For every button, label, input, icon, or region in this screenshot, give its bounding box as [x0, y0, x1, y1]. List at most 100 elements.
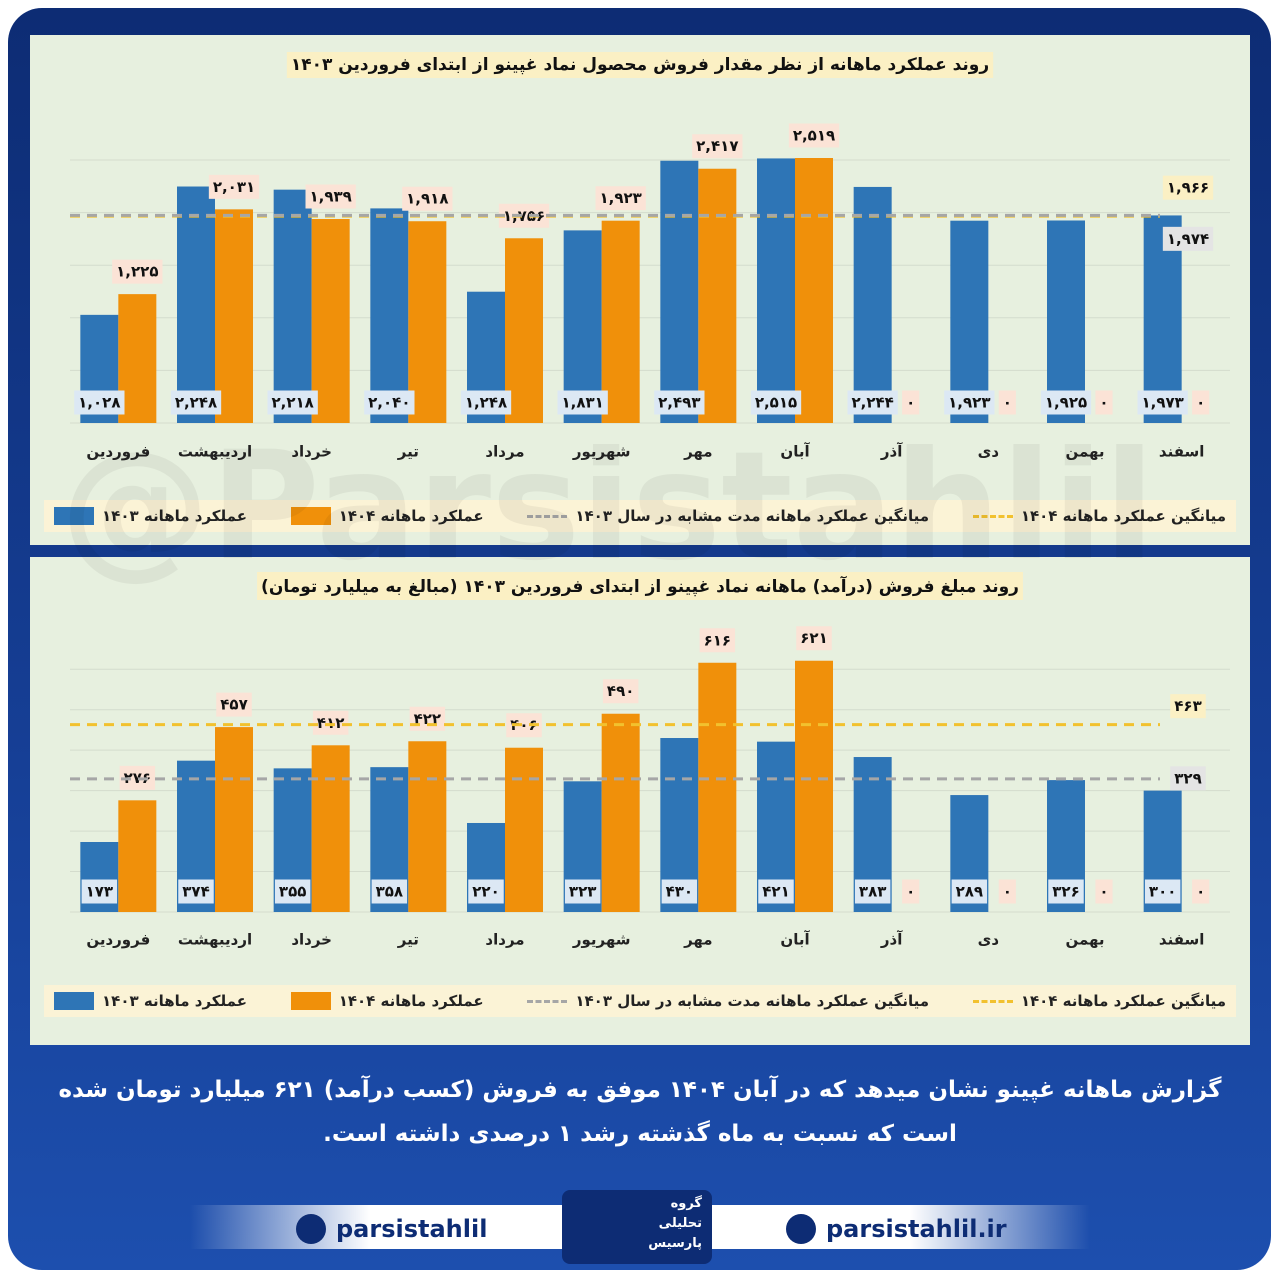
value-label-box [951, 879, 988, 904]
logo: گروه تحلیلی پارسیس [562, 1190, 712, 1264]
logo-line: تحلیلی [658, 1216, 702, 1231]
logo-line: پارسیس [648, 1236, 702, 1251]
legend-item: عملکرد ماهانه ۱۴۰۳ [54, 507, 247, 525]
value-label: ۰ [1196, 394, 1205, 412]
bar [215, 209, 253, 423]
telegram[interactable]: parsistahlil [296, 1214, 487, 1244]
legend-label: میانگین عملکرد ماهانه ۱۴۰۴ [1020, 507, 1226, 525]
legend-swatch [290, 992, 331, 1010]
value-label-box [409, 706, 446, 731]
value-label: ۳۵۵ [279, 883, 306, 901]
bar [505, 238, 543, 423]
legend-swatch [972, 514, 1013, 518]
bar [177, 186, 215, 423]
x-tick-label: مهر [683, 443, 713, 461]
value-label: ۱,۲۴۸ [465, 394, 507, 412]
value-label: ۴۰۶ [510, 716, 537, 734]
legend-item: میانگین عملکرد ماهانه ۱۴۰۴ [972, 507, 1226, 525]
value-label: ۴۳۰ [666, 883, 693, 901]
value-label: ۲۲۰ [472, 883, 499, 901]
legend-label: عملکرد ماهانه ۱۴۰۳ [102, 992, 247, 1010]
bar [853, 186, 892, 423]
value-label: ۴۵۷ [220, 696, 247, 714]
x-tick-label: بهمن [1065, 931, 1104, 949]
value-label-box [1192, 390, 1210, 415]
value-label-box [208, 174, 260, 199]
value-label-box [267, 390, 318, 415]
x-tick-label: تیر [397, 443, 419, 461]
x-tick-label: آبان [780, 931, 810, 949]
value-label: ۱,۸۳۱ [562, 394, 604, 412]
value-label-box [758, 879, 794, 904]
value-label-box [1192, 879, 1210, 904]
value-label-box [847, 390, 898, 415]
bar [601, 713, 640, 912]
x-tick-label: خرداد [291, 443, 332, 461]
value-label: ۲,۴۱۷ [696, 137, 738, 155]
value-label-box [371, 879, 408, 904]
bar [1047, 220, 1085, 423]
bar [601, 220, 640, 423]
value-label: ۲,۲۱۸ [272, 394, 314, 412]
x-tick-label: آذر [880, 931, 903, 949]
value-label-box [81, 879, 118, 904]
value-label-box [112, 259, 163, 284]
x-tick-label: شهریور [572, 931, 631, 949]
value-label-box [1040, 390, 1092, 415]
summary: گزارش ماهانه غپینو نشان میدهد که در آبان… [58, 1077, 1222, 1147]
value-label-box [854, 879, 891, 904]
legend-label: عملکرد ماهانه ۱۴۰۴ [338, 507, 484, 525]
bar [370, 208, 409, 423]
reference-label: ۴۶۳ [1174, 697, 1201, 715]
value-label-box [788, 123, 840, 148]
bar [311, 745, 350, 912]
x-tick-label: فروردین [86, 443, 150, 461]
x-tick-label: بهمن [1065, 443, 1104, 461]
x-tick-label: مرداد [485, 931, 524, 949]
bar [215, 727, 253, 912]
x-tick-label: تیر [397, 931, 419, 949]
value-label: ۲,۴۹۳ [658, 394, 700, 412]
bar [757, 158, 795, 423]
value-label: ۱,۹۲۳ [600, 189, 642, 207]
value-label-box [460, 390, 512, 415]
bar [505, 747, 543, 912]
value-label-box [595, 186, 646, 211]
x-tick-label: دی [978, 931, 1000, 949]
value-label: ۲,۲۴۸ [175, 394, 217, 412]
value-label-box [498, 203, 550, 228]
x-tick-label: فروردین [86, 931, 150, 949]
value-label-box [796, 626, 832, 651]
x-tick-label: اردیبهشت [178, 443, 252, 461]
value-label-box [998, 390, 1016, 415]
value-label: ۲,۰۴۰ [368, 394, 410, 412]
value-label-box [170, 390, 222, 415]
value-label: ۲۸۹ [956, 883, 983, 901]
web-icon [786, 1214, 816, 1244]
value-label: ۰ [906, 883, 915, 901]
chart-title: روند عملکرد ماهانه از نظر مقدار فروش محص… [291, 55, 989, 75]
value-label-box [902, 390, 920, 415]
chart-title-box [257, 572, 1023, 600]
bar [795, 158, 833, 423]
reference-label-box [1162, 175, 1214, 200]
legend-item: عملکرد ماهانه ۱۴۰۴ [290, 507, 484, 525]
bar [273, 189, 312, 423]
value-label-box [1144, 879, 1181, 904]
value-label-box [557, 390, 608, 415]
value-label: ۲,۲۴۴ [852, 394, 894, 412]
website[interactable]: parsistahlil.ir [786, 1214, 1007, 1244]
legend: میانگین عملکرد ماهانه ۱۴۰۴ میانگین عملکرد… [44, 985, 1236, 1017]
value-label: ۶۲۱ [800, 629, 827, 647]
chart: روند عملکرد ماهانه از نظر مقدار فروش محص… [70, 52, 1230, 461]
value-label: ۳۰۰ [1149, 883, 1176, 901]
legend-swatch [54, 507, 95, 525]
bar [698, 662, 737, 912]
legend-label: عملکرد ماهانه ۱۴۰۳ [102, 507, 247, 525]
value-label: ۱,۹۲۳ [948, 394, 990, 412]
x-tick-label: اسفند [1159, 931, 1204, 949]
value-label: ۲۷۶ [124, 769, 151, 787]
legend-swatch [54, 992, 95, 1010]
bar [408, 741, 447, 912]
legend-item: عملکرد ماهانه ۱۴۰۴ [290, 992, 484, 1010]
